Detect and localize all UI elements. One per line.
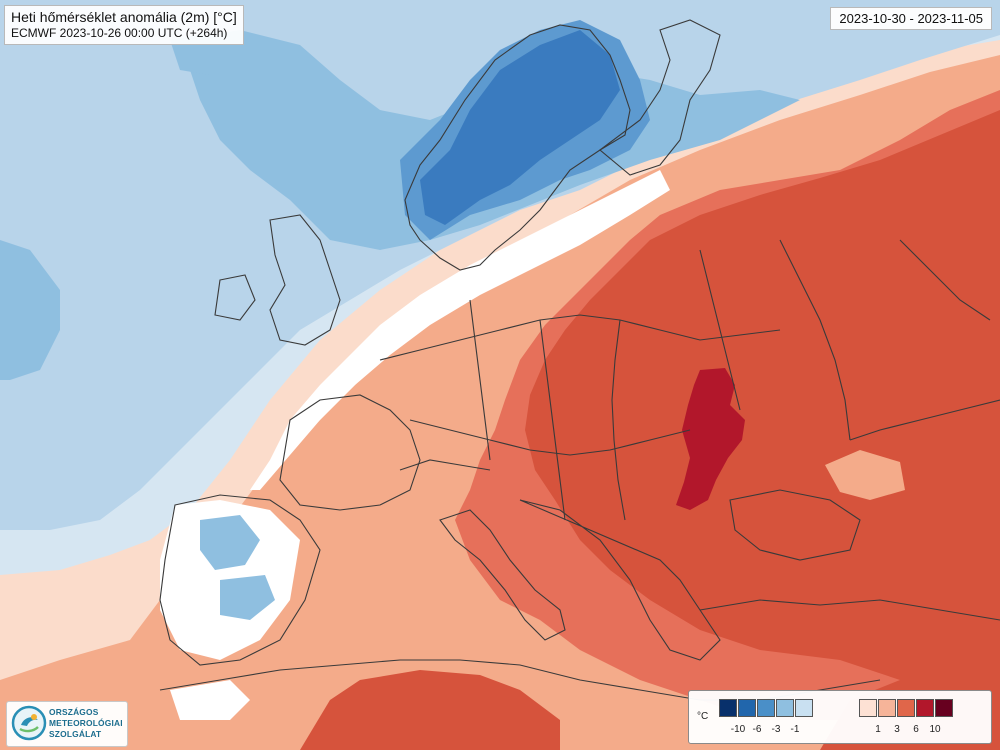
- legend-tick-cold-0: -10: [730, 724, 746, 735]
- border-turkey: [699, 599, 1000, 621]
- legend-tick-warm-0: 1: [875, 724, 881, 735]
- mid-blue-iberia: [200, 515, 275, 620]
- coast-italy: [439, 509, 566, 641]
- red-zone-south: [300, 670, 560, 750]
- coast-balkans: [519, 499, 721, 661]
- legend-unit: °C: [697, 711, 709, 722]
- coast-britain: [269, 214, 341, 346]
- border-east-3: [849, 399, 1000, 441]
- coast-finland: [599, 19, 721, 176]
- coast-scandinavia: [404, 24, 631, 271]
- legend-tick-cold-2: -3: [771, 724, 781, 735]
- border-east-4: [899, 239, 991, 321]
- border-central-2: [409, 419, 691, 456]
- border-east-2: [779, 239, 851, 441]
- model-run-info: ECMWF 2023-10-26 00:00 UTC (+264h): [11, 26, 228, 40]
- neutral-africa: [170, 680, 250, 720]
- dark-blue-zone: [420, 30, 620, 225]
- borders: [159, 19, 1000, 701]
- light-warm-patch: [825, 450, 905, 500]
- valid-period: 2023-10-30 - 2023-11-05: [830, 7, 992, 30]
- legend-swatch-cold-1: [738, 699, 756, 717]
- legend-swatch-warm-4: [935, 699, 953, 717]
- logo-text: ORSZÁGOS METEOROLÓGIAI SZOLGÁLAT: [49, 707, 127, 740]
- legend-swatch-cold-3: [776, 699, 794, 717]
- coast-ireland: [214, 274, 256, 321]
- logo-line-3: SZOLGÁLAT: [49, 729, 102, 739]
- legend-tick-warm-1: 3: [894, 724, 900, 735]
- legend-swatch-warm-1: [878, 699, 896, 717]
- map-title: Heti hőmérséklet anomália (2m) [°C]: [11, 9, 237, 25]
- logo-line-1: ORSZÁGOS: [49, 707, 99, 717]
- map-title-box: Heti hőmérséklet anomália (2m) [°C] ECMW…: [4, 5, 244, 45]
- coast-iberia: [159, 494, 321, 666]
- border-france: [279, 394, 421, 511]
- legend-tick-cold-1: -6: [752, 724, 762, 735]
- legend-swatch-warm-3: [916, 699, 934, 717]
- border-central-4: [539, 319, 566, 521]
- logo-line-2: METEOROLÓGIAI: [49, 718, 123, 728]
- legend-swatch-cold-0: [719, 699, 737, 717]
- border-alps: [399, 459, 491, 471]
- border-central-1: [379, 314, 781, 361]
- color-legend: °C -10 -6 -3 -1 1 3 6 10: [688, 690, 992, 744]
- legend-tick-warm-3: 10: [929, 724, 941, 735]
- omsz-logo: ORSZÁGOS METEOROLÓGIAI SZOLGÁLAT: [6, 701, 128, 747]
- legend-tick-cold-3: -1: [790, 724, 800, 735]
- legend-swatch-warm-2: [897, 699, 915, 717]
- legend-swatch-cold-2: [757, 699, 775, 717]
- logo-emblem-icon: [11, 705, 47, 741]
- neutral-band: [250, 170, 670, 490]
- coast-blacksea: [729, 489, 861, 561]
- border-central-3: [469, 299, 491, 461]
- hotspot-zone: [676, 368, 745, 510]
- legend-swatch-cold-4: [795, 699, 813, 717]
- border-east-1: [699, 249, 741, 411]
- red-zone: [525, 110, 1000, 690]
- legend-swatch-warm-0: [859, 699, 877, 717]
- border-central-5: [611, 319, 626, 521]
- mid-blue-atlantic: [0, 240, 60, 380]
- legend-tick-warm-2: 6: [913, 724, 919, 735]
